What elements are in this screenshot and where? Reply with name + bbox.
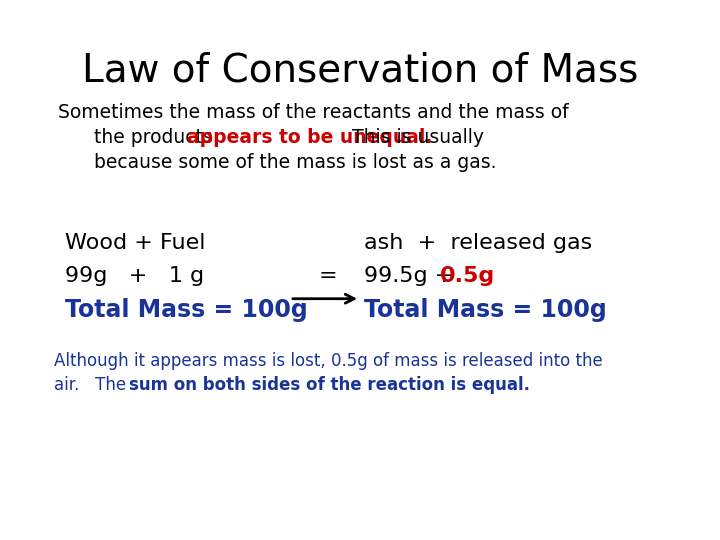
Text: 0.5g: 0.5g	[440, 266, 495, 286]
Text: 99.5g +: 99.5g +	[364, 266, 460, 286]
Text: =: =	[318, 266, 337, 286]
Text: air.   The: air. The	[54, 376, 131, 394]
Text: Total Mass = 100g: Total Mass = 100g	[364, 298, 606, 322]
Text: Sometimes the mass of the reactants and the mass of: Sometimes the mass of the reactants and …	[58, 103, 568, 122]
Text: Law of Conservation of Mass: Law of Conservation of Mass	[82, 51, 638, 89]
Text: ash  +  released gas: ash + released gas	[364, 233, 592, 253]
Text: because some of the mass is lost as a gas.: because some of the mass is lost as a ga…	[94, 153, 496, 172]
Text: sum on both sides of the reaction is equal.: sum on both sides of the reaction is equ…	[129, 376, 530, 394]
Text: 99g   +   1 g: 99g + 1 g	[65, 266, 204, 286]
Text: Total Mass = 100g: Total Mass = 100g	[65, 298, 307, 322]
Text: Although it appears mass is lost, 0.5g of mass is released into the: Although it appears mass is lost, 0.5g o…	[54, 352, 603, 370]
Text: This is usually: This is usually	[346, 128, 484, 147]
Text: Wood + Fuel: Wood + Fuel	[65, 233, 205, 253]
Text: appears to be unequal.: appears to be unequal.	[187, 128, 433, 147]
Text: the products: the products	[94, 128, 218, 147]
